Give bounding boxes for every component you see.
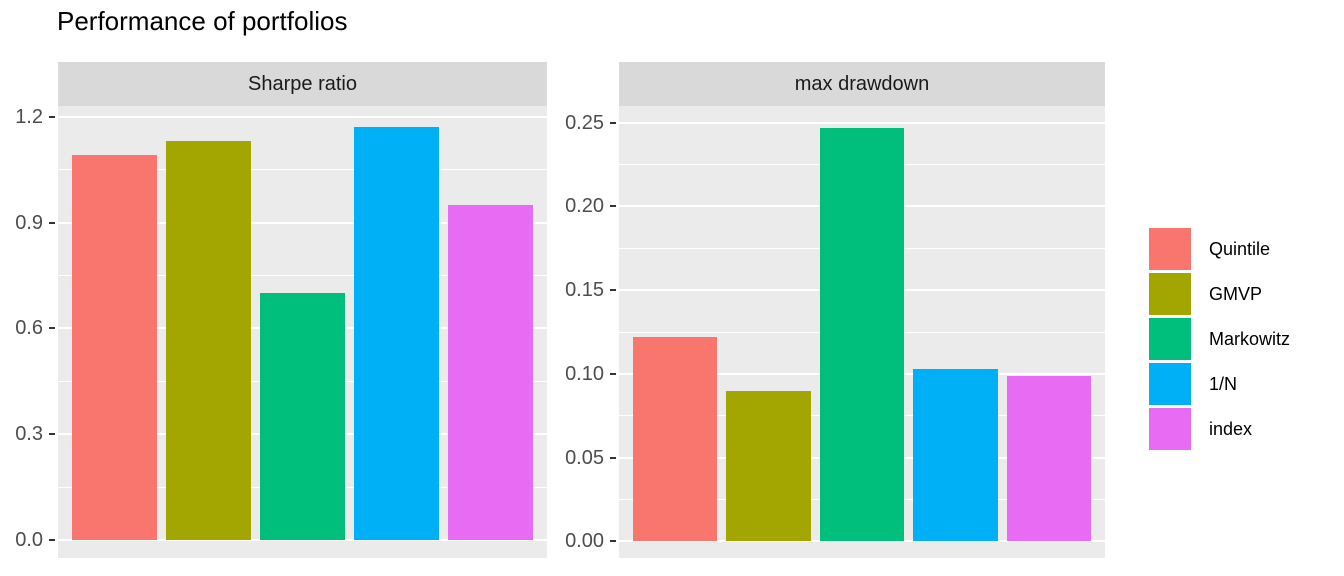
plot-panel-max-drawdown xyxy=(619,106,1105,558)
y-axis-tick xyxy=(610,121,616,124)
legend-swatch-quintile xyxy=(1149,228,1191,270)
bar-index-max-drawdown xyxy=(1006,375,1091,542)
legend-label: 1/N xyxy=(1209,373,1238,394)
y-axis-tick xyxy=(610,372,616,375)
legend-swatch-gmvp xyxy=(1149,273,1191,315)
y-axis-tick-label: 0.0 xyxy=(15,529,43,552)
y-axis-tick-label: 0.25 xyxy=(565,111,604,134)
y-axis-tick-label: 0.20 xyxy=(565,195,604,218)
y-axis-tick-label: 0.9 xyxy=(15,211,43,234)
y-axis-tick-label: 0.05 xyxy=(565,446,604,469)
y-axis-tick-label: 1.2 xyxy=(15,105,43,128)
gridline-major xyxy=(619,121,1105,124)
bar-quintile-sharpe-ratio xyxy=(72,155,157,541)
y-axis-tick xyxy=(610,205,616,208)
y-axis-tick xyxy=(49,327,55,330)
legend-swatch-1-n xyxy=(1149,363,1191,405)
facet-sharpe-ratio: Sharpe ratio xyxy=(58,0,547,576)
legend-item-1-n: 1/N xyxy=(1149,363,1290,405)
bar-gmvp-max-drawdown xyxy=(726,390,811,542)
gridline-major xyxy=(58,539,547,542)
gridline-minor xyxy=(58,169,547,171)
facet-strip-label: Sharpe ratio xyxy=(248,72,357,95)
legend-item-markowitz: Markowitz xyxy=(1149,318,1290,360)
gridline-minor xyxy=(58,275,547,276)
legend-item-gmvp: GMVP xyxy=(1149,273,1290,315)
legend-label: Markowitz xyxy=(1209,328,1291,349)
bar-index-sharpe-ratio xyxy=(448,204,533,541)
gridline-major xyxy=(619,540,1105,543)
gridline-major xyxy=(58,221,547,224)
bar-markowitz-max-drawdown xyxy=(819,127,905,542)
plot-panel-sharpe-ratio xyxy=(58,106,547,558)
facet-strip-label: max drawdown xyxy=(794,72,930,95)
legend-swatch-markowitz xyxy=(1149,318,1191,360)
legend-label: GMVP xyxy=(1209,283,1263,304)
y-axis-tick-label: 0.00 xyxy=(565,530,604,553)
y-axis-tick xyxy=(610,289,616,292)
bar-markowitz-sharpe-ratio xyxy=(260,293,345,541)
y-axis-tick xyxy=(49,221,55,224)
y-axis-tick xyxy=(610,456,616,459)
y-axis-tick-label: 0.6 xyxy=(15,317,43,340)
bar-1-n-max-drawdown xyxy=(913,368,998,542)
legend-swatch-index xyxy=(1149,408,1191,450)
y-axis-tick-label: 0.15 xyxy=(565,279,604,302)
legend-item-index: index xyxy=(1149,408,1290,450)
bar-quintile-max-drawdown xyxy=(633,337,718,542)
y-axis-tick-label: 0.10 xyxy=(565,362,604,385)
chart-title: Performance of portfolios xyxy=(57,6,348,36)
bar-gmvp-sharpe-ratio xyxy=(166,141,251,541)
facet-max-drawdown: max drawdown xyxy=(619,0,1105,576)
legend: Quintile GMVP Markowitz 1/N index xyxy=(1149,228,1290,453)
y-axis-tick xyxy=(610,540,616,543)
y-axis-tick xyxy=(49,539,55,542)
y-axis-tick xyxy=(49,433,55,436)
legend-label: index xyxy=(1209,418,1253,439)
facet-strip-max-drawdown: max drawdown xyxy=(619,62,1105,106)
bar-1-n-sharpe-ratio xyxy=(354,127,439,541)
gridline-major xyxy=(58,115,547,118)
facet-strip-sharpe-ratio: Sharpe ratio xyxy=(58,62,547,106)
y-axis-tick-label: 0.3 xyxy=(15,423,43,446)
legend-item-quintile: Quintile xyxy=(1149,228,1290,270)
legend-label: Quintile xyxy=(1209,238,1271,259)
y-axis-tick xyxy=(49,115,55,118)
